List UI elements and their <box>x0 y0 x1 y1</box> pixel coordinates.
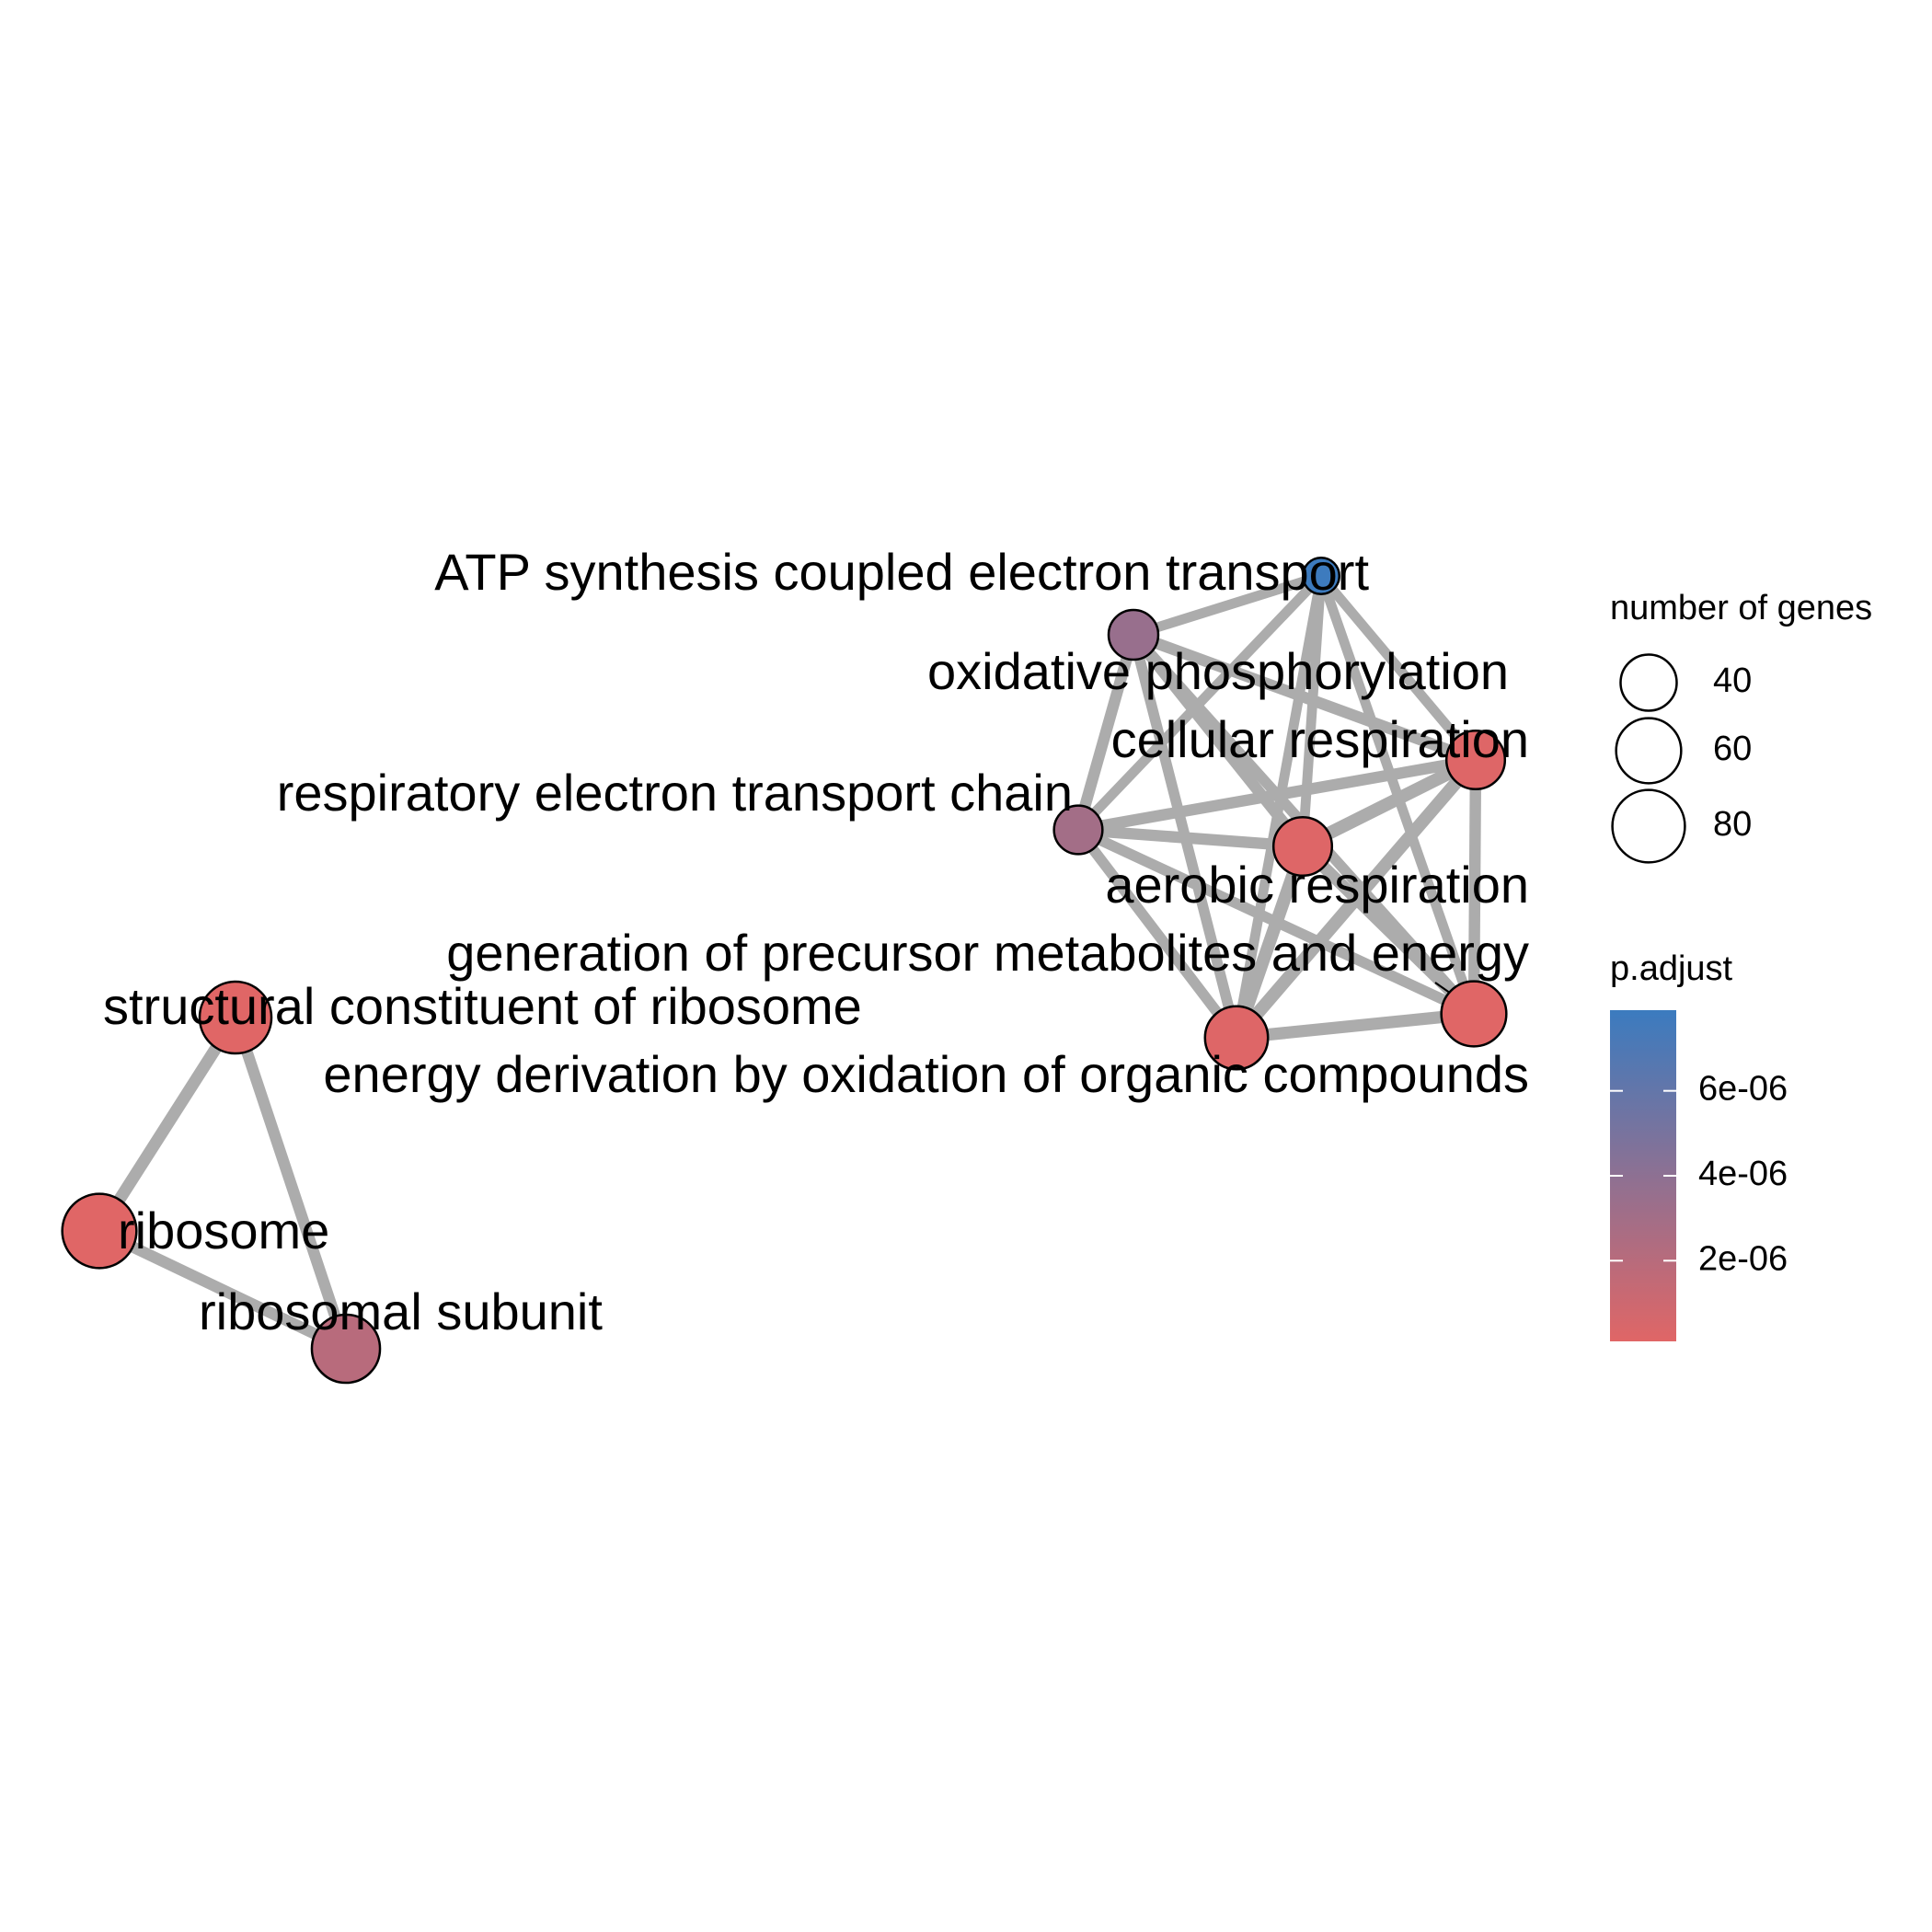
size-legend-label-80: 80 <box>1713 805 1752 844</box>
edge-retc-aerobic <box>1072 823 1309 853</box>
node-structrib[interactable] <box>198 980 273 1055</box>
size-legend-label-40: 40 <box>1713 661 1752 700</box>
node-label-oxphos: oxidative phosphorylation <box>927 642 1509 700</box>
edge-atp-cellresp <box>1316 570 1481 765</box>
edge-aerobic-genprec <box>1296 840 1480 1020</box>
color-legend: p.adjust 6e-06 4e-06 2e-06 <box>1610 949 1788 1341</box>
size-legend-label-60: 60 <box>1713 730 1752 768</box>
size-legend-circle-80 <box>1611 788 1686 864</box>
edge-oxphos-retc <box>1072 628 1140 836</box>
node-label-genprec: generation of precursor metabolites and … <box>446 924 1529 982</box>
node-genprec[interactable] <box>1440 980 1508 1048</box>
edge-cellresp-retc <box>1072 753 1482 836</box>
node-oxphos[interactable] <box>1107 608 1160 661</box>
edge-cellresp-genprec <box>1467 753 1482 1020</box>
colorbar-tick-label-6e-06: 6e-06 <box>1698 1070 1788 1109</box>
node-labels: ATP synthesis coupled electron transport… <box>103 543 1529 1340</box>
edge-atp-aerobic <box>1297 570 1327 852</box>
size-legend-title: number of genes <box>1610 589 1872 627</box>
network-nodes <box>61 556 1508 1385</box>
node-ribsub[interactable] <box>310 1313 382 1385</box>
node-label-ribosome: ribosome <box>118 1202 329 1259</box>
node-label-retc: respiratory electron transport chain <box>277 764 1073 822</box>
edge-oxphos-cellresp <box>1127 628 1482 766</box>
edge-atp-oxphos <box>1128 570 1327 640</box>
size-legend-circle-60 <box>1615 717 1683 785</box>
size-legend: number of genes 40 60 80 <box>1610 589 1872 864</box>
edge-structrib-ribosome <box>93 1011 242 1237</box>
edge-structrib-ribsub <box>229 1011 352 1355</box>
colorbar-tick-label-2e-06: 2e-06 <box>1698 1239 1788 1278</box>
node-label-ribsub: ribosomal subunit <box>199 1282 603 1340</box>
node-energy[interactable] <box>1203 1005 1270 1071</box>
edge-atp-energy <box>1231 570 1327 1043</box>
node-cellresp[interactable] <box>1444 729 1507 791</box>
node-label-structrib: structural constituent of ribosome <box>103 977 862 1035</box>
color-legend-title: p.adjust <box>1610 949 1733 988</box>
node-label-aerobic: aerobic respiration <box>1105 856 1529 914</box>
edge-aerobic-energy <box>1230 840 1309 1044</box>
node-retc[interactable] <box>1052 804 1104 856</box>
node-aerobic[interactable] <box>1271 815 1334 878</box>
node-label-energy: energy derivation by oxidation of organi… <box>323 1045 1529 1103</box>
edge-cellresp-aerobic <box>1296 753 1482 853</box>
edge-genprec-energy <box>1230 1007 1480 1044</box>
node-label-atp: ATP synthesis coupled electron transport <box>434 543 1369 601</box>
size-legend-circle-40 <box>1619 653 1678 712</box>
network-edges <box>93 570 1482 1355</box>
node-label-cellresp: cellular respiration <box>1111 710 1529 768</box>
edge-ribosome-ribsub <box>93 1225 352 1355</box>
node-ribosome[interactable] <box>61 1192 138 1270</box>
edge-retc-energy <box>1073 824 1242 1043</box>
node-atp[interactable] <box>1301 556 1341 596</box>
colorbar-tick-label-4e-06: 4e-06 <box>1698 1155 1788 1193</box>
